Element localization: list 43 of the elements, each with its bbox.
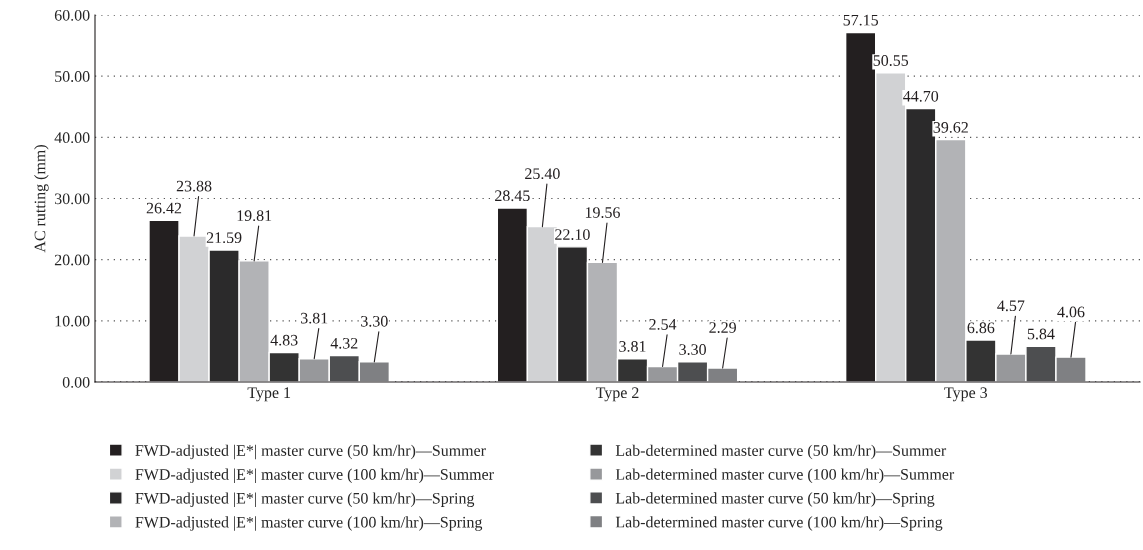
data-label: 2.54	[649, 319, 677, 330]
legend-label: Lab-determined master curve (100 km/hr)—Summer	[615, 468, 955, 483]
data-label: 4.57	[997, 300, 1025, 312]
data-label: 57.15	[843, 14, 879, 26]
data-label: 4.32	[330, 337, 358, 349]
legend-label: FWD-adjusted |E*| master curve (50 km/hr)—Spring	[135, 492, 475, 507]
x-tick-label: Type 3	[944, 387, 988, 402]
legend-label: FWD-adjusted |E*| master curve (50 km/hr)—Summer	[135, 444, 486, 460]
data-label: 6.86	[967, 322, 995, 334]
data-label: 26.42	[146, 202, 182, 214]
y-tick-label: 60.00	[54, 9, 90, 21]
y-tick-label: 20.00	[54, 254, 90, 266]
legend-label: FWD-adjusted |E*| master curve (100 km/hr)—Summer	[135, 468, 494, 484]
data-label: 19.56	[585, 207, 620, 218]
data-label: 2.29	[709, 322, 736, 333]
y-tick-label: 30.00	[54, 193, 90, 205]
y-tick-label: 10.00	[55, 315, 90, 327]
data-label: 3.81	[619, 341, 646, 352]
data-label: 39.62	[933, 122, 968, 133]
data-label: 4.06	[1057, 306, 1085, 318]
y-tick-label: 40.00	[54, 132, 90, 144]
data-label: 3.30	[679, 344, 706, 355]
legend-label: Lab-determined master curve (50 km/hr)—Spring	[615, 492, 935, 507]
data-label: 5.84	[1027, 328, 1055, 340]
legend-label: Lab-determined master curve (50 km/hr)—Summer	[615, 444, 947, 460]
data-label: 4.83	[270, 334, 298, 346]
legend-label: FWD-adjusted |E*| master curve (100 km/hr)—Spring	[135, 516, 483, 531]
data-label: 23.88	[176, 180, 212, 192]
data-label: 44.70	[903, 90, 939, 102]
data-label: 50.55	[873, 55, 909, 66]
data-label: 19.81	[237, 210, 272, 222]
data-label: 25.40	[525, 168, 560, 180]
data-label: 3.81	[301, 312, 328, 324]
data-label: 22.10	[555, 229, 590, 240]
data-label: 21.59	[206, 232, 242, 244]
y-tick-label: 0.00	[62, 376, 90, 388]
y-tick-label: 50.00	[55, 71, 90, 82]
legend-label: Lab-determined master curve (100 km/hr)—Spring	[615, 516, 943, 531]
y-axis-title: AC rutting (mm)	[34, 145, 49, 253]
x-tick-label: Type 1	[247, 387, 291, 402]
data-label: 3.30	[361, 315, 388, 327]
data-label: 28.45	[495, 190, 530, 202]
x-tick-label: Type 2	[595, 387, 639, 402]
